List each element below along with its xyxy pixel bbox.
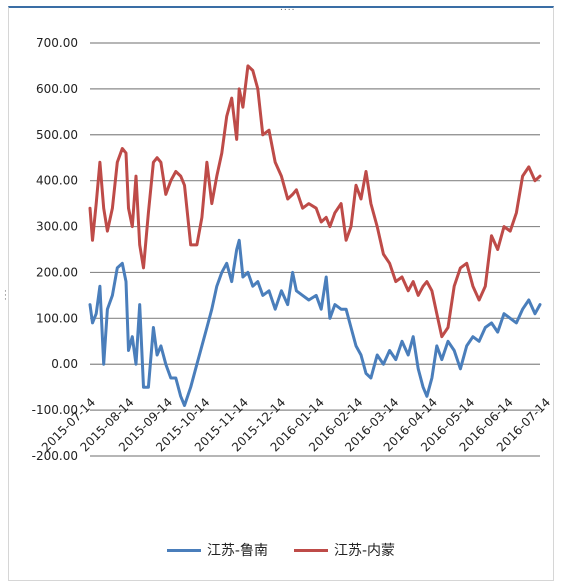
y-tick-label: -100.00 [32, 403, 78, 417]
y-tick-label: 200.00 [36, 265, 78, 279]
y-tick-label: 500.00 [36, 128, 78, 142]
y-tick-label: 400.00 [36, 174, 78, 188]
y-tick-label: 700.00 [36, 36, 78, 50]
y-tick-label: 600.00 [36, 82, 78, 96]
y-tick-label: 0.00 [51, 357, 78, 371]
legend-label-1: 江苏-鲁南 [206, 543, 268, 559]
y-tick-label: 100.00 [36, 311, 78, 325]
series-line-2 [88, 64, 542, 339]
resize-grip-top[interactable]: .... [280, 3, 296, 13]
series-lines [88, 64, 542, 407]
legend-swatch-2 [294, 548, 328, 552]
x-axis-ticks: 2015-07-142015-08-142015-09-142015-10-14… [39, 395, 553, 454]
y-tick-label: -200.00 [32, 449, 78, 463]
legend-swatch-1 [166, 548, 201, 552]
series-line-1 [88, 238, 542, 407]
y-tick-label: 300.00 [36, 220, 78, 234]
y-axis-ticks: 700.00 600.00 500.00 400.00 300.00 200.00 100.… [32, 36, 78, 463]
gridlines [90, 42, 540, 457]
legend: 江苏-鲁南 江苏-内蒙 [0, 538, 562, 562]
legend-item-1: 江苏-鲁南 [166, 540, 268, 560]
resize-grip-left[interactable]: · · · [4, 287, 7, 305]
legend-label-2: 江苏-内蒙 [334, 543, 396, 559]
legend-item-2: 江苏-内蒙 [294, 540, 395, 560]
